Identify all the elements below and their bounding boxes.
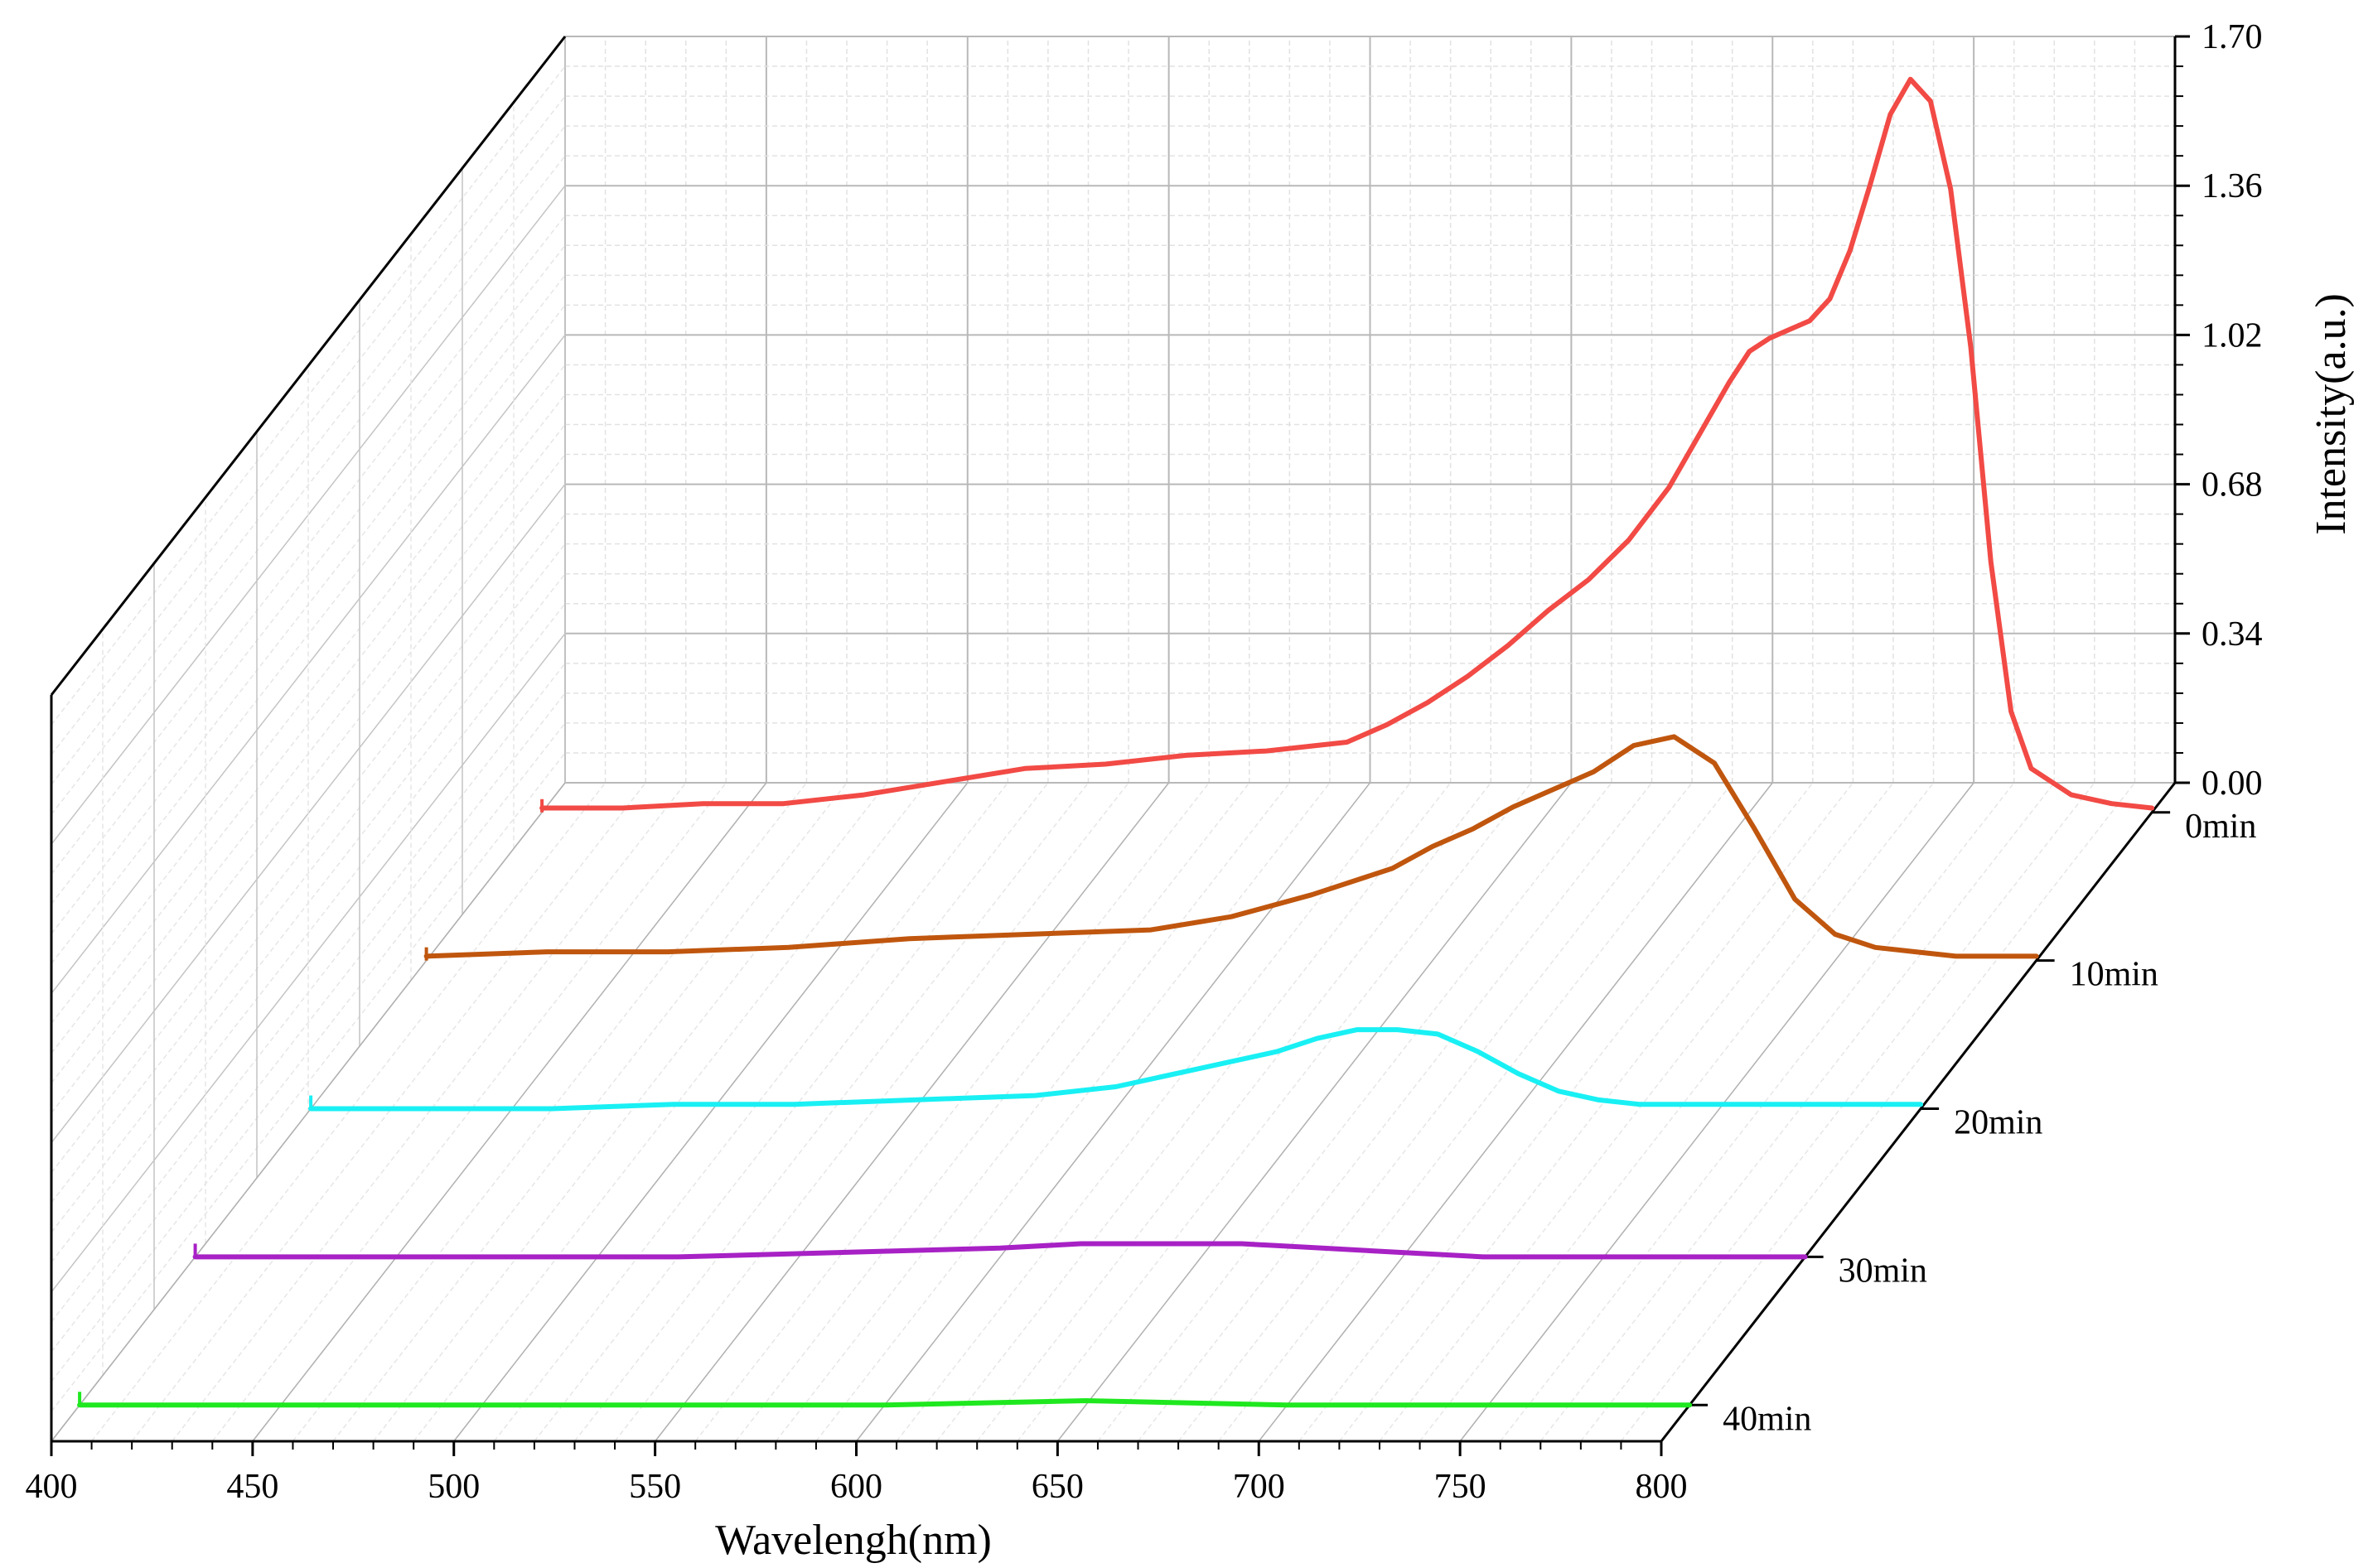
x-tick-label: 450 (226, 1468, 278, 1506)
y-tick-label: 0.00 (2202, 765, 2263, 803)
axes-frame (50, 35, 2190, 1456)
floor-grid (534, 782, 1049, 1442)
y-tick-label: 0.68 (2202, 466, 2263, 504)
floor-grid (1298, 782, 1814, 1442)
floor-grid (332, 782, 848, 1442)
side-grid-h (51, 244, 566, 905)
series-line-30min (192, 1241, 1808, 1260)
side-grid-h (51, 692, 566, 1353)
side-grid-h (51, 95, 566, 755)
floor-grid (1258, 782, 1773, 1442)
grid (51, 36, 2176, 1442)
x-tick-label: 750 (1434, 1468, 1486, 1506)
floor-grid (655, 782, 1170, 1442)
z-axis-line (1660, 782, 2177, 1442)
x-tick-label: 650 (1032, 1468, 1084, 1506)
floor-grid (1379, 782, 1894, 1442)
floor-grid (614, 782, 1129, 1442)
floor-grid (735, 782, 1250, 1442)
floor-grid (373, 782, 888, 1442)
floor-grid (1218, 782, 1733, 1442)
y-tick-label: 1.36 (2202, 167, 2263, 205)
y-axis-title: Intensity(a.u.) (2308, 293, 2355, 535)
side-grid-h (51, 155, 566, 815)
floor-grid (1338, 782, 1854, 1442)
x-tick-label: 800 (1636, 1468, 1688, 1506)
floor-grid (775, 782, 1290, 1442)
z-tick-label: 20min (1954, 1104, 2042, 1142)
z-tick-label: 0min (2185, 808, 2256, 846)
series-line-20min (308, 1027, 1924, 1112)
side-grid-h (51, 543, 566, 1204)
floor-grid (815, 782, 1331, 1442)
series-line-0min (539, 76, 2155, 811)
y-tick-label: 1.02 (2202, 316, 2263, 355)
floor-grid (51, 782, 566, 1442)
floor-grid (172, 782, 687, 1442)
floor-grid (1459, 782, 1974, 1442)
floor-grid (90, 782, 607, 1442)
floor-grid (493, 782, 1008, 1442)
floor-grid (413, 782, 928, 1442)
series-lines (77, 76, 2155, 1408)
side-grid-h (51, 304, 566, 964)
x-tick-label: 600 (830, 1468, 882, 1506)
side-grid-h (51, 752, 566, 1412)
y-tick-label: 0.34 (2202, 615, 2263, 654)
z-tick-label: 40min (1723, 1400, 1811, 1438)
floor-grid (1500, 782, 2015, 1442)
floor-grid (131, 782, 646, 1442)
series-line-10min (423, 734, 2039, 959)
floor-grid (936, 782, 1452, 1442)
floor-grid (453, 782, 969, 1442)
z-tick-label: 10min (2070, 956, 2158, 994)
series-line-40min (77, 1398, 1693, 1408)
x-tick-label: 550 (629, 1468, 681, 1506)
floor-grid (573, 782, 1090, 1442)
side-grid-h (51, 394, 566, 1054)
x-tick-label: 500 (428, 1468, 480, 1506)
x-tick-label: 400 (26, 1468, 78, 1506)
floor-grid (211, 782, 727, 1442)
floor-grid (694, 782, 1210, 1442)
floor-grid (292, 782, 808, 1442)
x-axis-title: Wavelengh(nm) (715, 1517, 992, 1564)
x-tick-label: 700 (1233, 1468, 1285, 1506)
floor-grid (1137, 782, 1653, 1442)
top-left-edge (50, 36, 567, 696)
floor-grid (855, 782, 1371, 1442)
side-grid-h (51, 454, 566, 1114)
floor-grid (1177, 782, 1693, 1442)
floor-grid (976, 782, 1491, 1442)
floor-grid (252, 782, 767, 1442)
axis-labels: 400 450 500 550 600 650 700 750 800 0.00 0.34 0.68 1… (26, 18, 2263, 1506)
side-grid-h (51, 603, 566, 1263)
floor-grid (1419, 782, 1935, 1442)
floor-grid (1580, 782, 2095, 1442)
z-tick-label: 30min (1839, 1252, 1927, 1290)
floor-grid (1620, 782, 2136, 1442)
floor-grid (1056, 782, 1572, 1442)
floor-grid (1539, 782, 2055, 1442)
floor-grid (1017, 782, 1532, 1442)
y-tick-label: 1.70 (2202, 18, 2263, 56)
floor-grid (1097, 782, 1612, 1442)
